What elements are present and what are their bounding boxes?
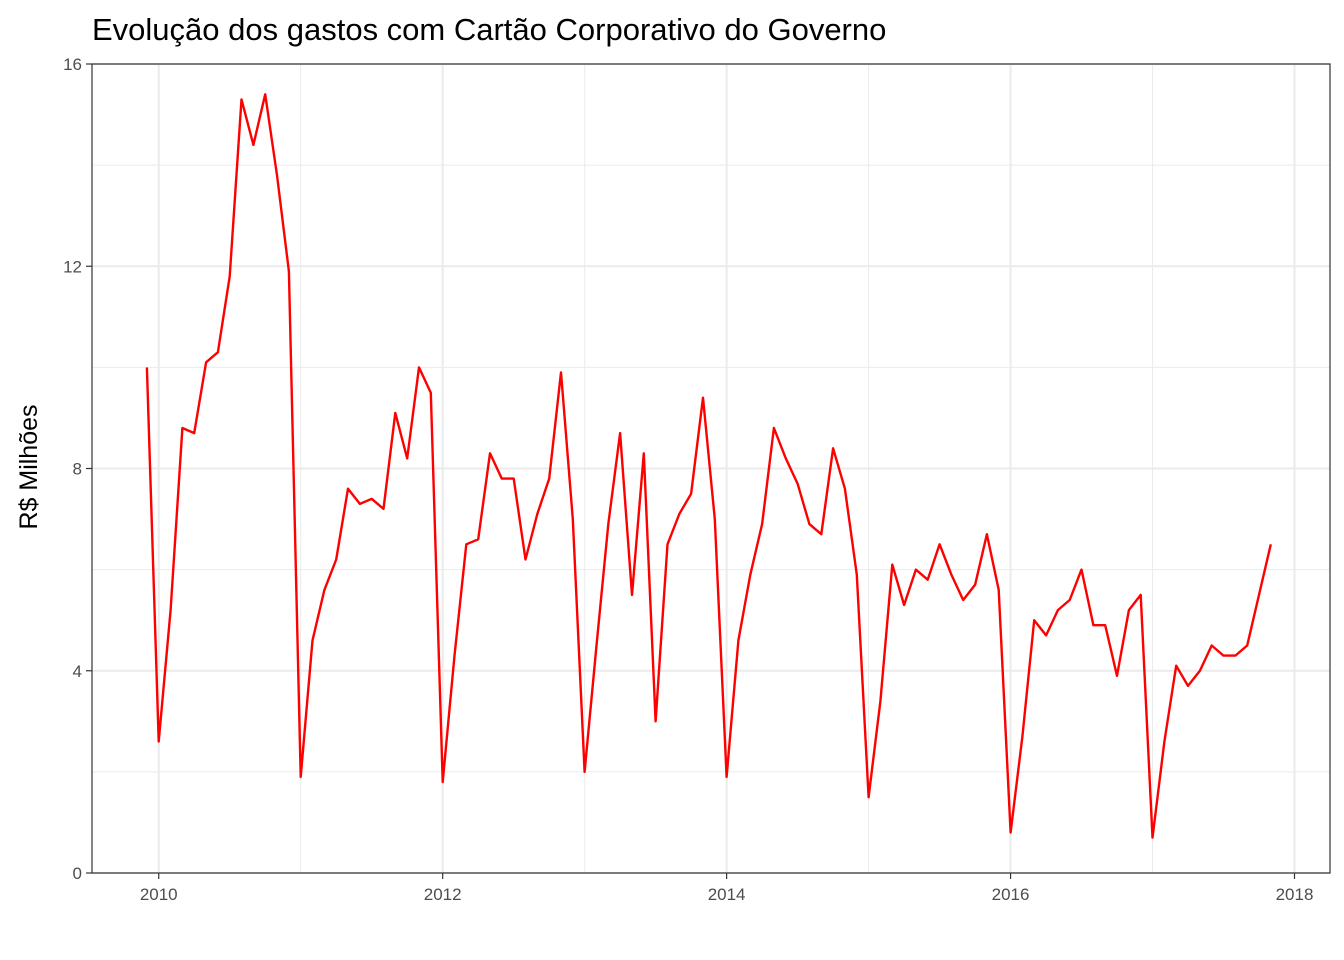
series-line (145, 93, 1272, 839)
y-axis: 0 4 8 12 16 (63, 55, 92, 883)
x-tick-label: 2018 (1276, 885, 1314, 904)
y-axis-label: R$ Milhões (15, 404, 43, 529)
y-tick-label: 12 (63, 257, 82, 276)
x-tick-label: 2016 (992, 885, 1030, 904)
x-tick-label: 2010 (140, 885, 178, 904)
x-tick-label: 2014 (708, 885, 746, 904)
y-tick-label: 8 (73, 460, 82, 479)
y-tick-label: 0 (73, 864, 82, 883)
y-tick-label: 16 (63, 55, 82, 74)
y-tick-label: 4 (73, 662, 82, 681)
x-axis: 2010 2012 2014 2016 2018 (140, 873, 1314, 904)
chart-title: Evolução dos gastos com Cartão Corporati… (92, 12, 886, 47)
x-tick-label: 2012 (424, 885, 462, 904)
